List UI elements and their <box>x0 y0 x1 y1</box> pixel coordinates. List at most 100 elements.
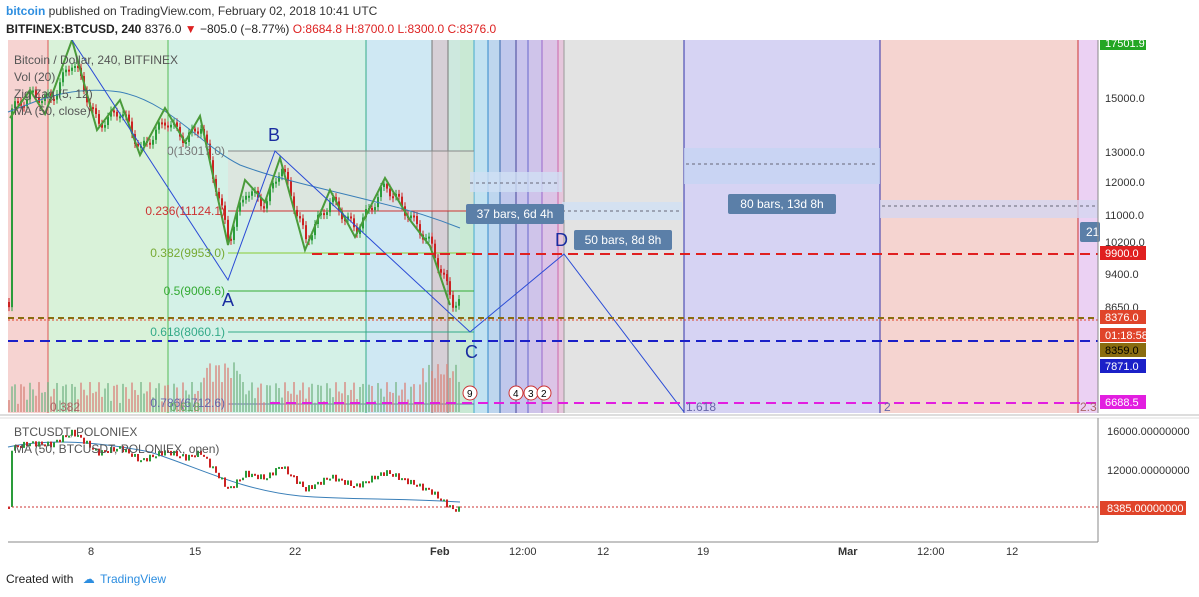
sub-candle <box>245 470 247 478</box>
volume-bar <box>248 390 250 412</box>
candle-body <box>230 238 232 241</box>
volume-bar <box>125 387 127 412</box>
candle-body <box>392 196 394 199</box>
symbol-name[interactable]: BITFINEX:BTCUSD, 240 <box>6 22 142 36</box>
candle-body <box>14 101 16 109</box>
range-label-50-bars: 50 bars, 8d 8h <box>585 233 662 247</box>
sub-candle <box>83 437 85 444</box>
volume-bar <box>446 364 448 412</box>
axis-9400: 9400.0 <box>1105 269 1139 281</box>
date-ranges[interactable] <box>470 148 1098 220</box>
sub-candle <box>107 451 109 454</box>
volume-bar <box>383 396 385 412</box>
sub-candle <box>251 473 253 478</box>
volume-bar <box>401 389 403 412</box>
chart-svg[interactable]: 37 bars, 6d 4h 50 bars, 8d 8h 80 bars, 1… <box>0 40 1199 560</box>
time-19: 19 <box>697 546 709 558</box>
candle-body <box>56 93 58 100</box>
sub-legend[interactable]: BTCUSDT, POLONIEX MA (50, BTCUSDT, POLON… <box>14 424 219 458</box>
point-b-label: B <box>268 125 280 145</box>
volume-bar <box>293 382 295 412</box>
sub-candle <box>383 472 385 476</box>
candle-body <box>128 114 130 122</box>
fib-label-0-618: 0.618(8060.1) <box>150 325 225 339</box>
candle-body <box>68 69 70 72</box>
volume-bar <box>437 364 439 412</box>
legend-ma[interactable]: MA (50, close) <box>14 104 91 118</box>
volume-bar <box>410 386 412 412</box>
sub-legend-symbol[interactable]: BTCUSDT, POLONIEX <box>14 425 138 439</box>
sub-candle <box>29 443 31 447</box>
sub-candle <box>305 487 307 492</box>
sub-candle <box>92 447 94 450</box>
axis-15000: 15000.0 <box>1105 93 1145 105</box>
tradingview-logo-icon[interactable]: ☁ <box>82 572 95 586</box>
sub-candle <box>350 480 352 486</box>
sub-candle <box>395 473 397 477</box>
sub-candle <box>413 479 415 485</box>
volume-bar <box>281 397 283 412</box>
volume-bar <box>170 402 172 412</box>
time-12: 12 <box>597 546 609 558</box>
volume-bar <box>230 377 232 412</box>
candle-body <box>239 202 241 212</box>
volume-bar <box>239 374 241 412</box>
abcd-pattern[interactable] <box>71 40 685 413</box>
sub-candle <box>380 472 382 476</box>
candle-body <box>122 114 124 117</box>
legend-symbol[interactable]: Bitcoin / Dollar, 240, BITFINEX <box>14 53 179 67</box>
volume-bar <box>80 382 82 412</box>
horizontal-levels[interactable] <box>8 253 1098 404</box>
volume-bar <box>422 368 424 412</box>
volume-bar <box>407 399 409 412</box>
volume-bar <box>182 382 184 412</box>
candle-body <box>101 123 103 128</box>
sub-legend-ma[interactable]: MA (50, BTCUSDT, POLONIEX, open) <box>14 442 220 456</box>
price-tag: 8359.0 <box>1100 343 1146 357</box>
svg-text:17501.9: 17501.9 <box>1105 40 1145 50</box>
volume-bar <box>278 388 280 412</box>
candle-body <box>152 139 154 145</box>
event-bubbles[interactable]: 9 4 3 2 <box>462 385 552 401</box>
sub-candle <box>269 472 271 479</box>
volume-bar <box>86 395 88 412</box>
time-axis[interactable]: 8 15 22 Feb 12:00 12 19 Mar 12:00 12 <box>88 546 1018 558</box>
range-label-boxes[interactable]: 37 bars, 6d 4h 50 bars, 8d 8h 80 bars, 1… <box>466 194 1100 250</box>
candle-body <box>65 69 67 73</box>
candle-body <box>221 198 223 206</box>
volume-bar <box>95 391 97 412</box>
sub-candle <box>332 474 334 479</box>
fib-label-0-236: 0.236(11124.1) <box>145 204 225 218</box>
volume-bar <box>308 387 310 412</box>
sub-candle <box>8 506 10 509</box>
volume-bar <box>167 385 169 412</box>
candle-body <box>278 176 280 182</box>
sub-candle <box>140 460 142 463</box>
legend-volume[interactable]: Vol (20) <box>14 70 56 84</box>
candle-body <box>242 199 244 203</box>
fib-label-0: 0(13017.0) <box>167 144 225 158</box>
sub-candle <box>317 481 319 485</box>
candle-body <box>329 202 331 213</box>
sub-candle <box>335 474 337 482</box>
volume-bar <box>188 394 190 412</box>
candle-body <box>413 215 415 218</box>
author-link[interactable]: bitcoin <box>6 4 46 18</box>
candle-body <box>107 116 109 126</box>
tradingview-link[interactable]: TradingView <box>100 572 167 586</box>
sub-candle <box>188 454 190 461</box>
candle-body <box>11 108 13 308</box>
chart-header: bitcoin published on TradingView.com, Fe… <box>0 0 1199 40</box>
price-axis[interactable]: 15000.0 13000.0 12000.0 11000.0 10200.0 … <box>1097 40 1145 413</box>
volume-bar <box>62 386 64 412</box>
chart-area[interactable]: 37 bars, 6d 4h 50 bars, 8d 8h 80 bars, 1… <box>0 40 1199 560</box>
main-legend[interactable]: Bitcoin / Dollar, 240, BITFINEX Vol (20)… <box>14 52 178 120</box>
sub-candle <box>347 480 349 485</box>
sub-candle <box>239 479 241 482</box>
point-a-label: A <box>222 290 234 310</box>
sub-candle <box>98 448 100 456</box>
candle-body <box>8 302 10 308</box>
sub-pane[interactable]: 16000.00000000 12000.00000000 8385.00000… <box>7 418 1190 542</box>
legend-zigzag[interactable]: Zig Zag (5, 12) <box>14 87 93 101</box>
time-feb: Feb <box>430 546 450 558</box>
